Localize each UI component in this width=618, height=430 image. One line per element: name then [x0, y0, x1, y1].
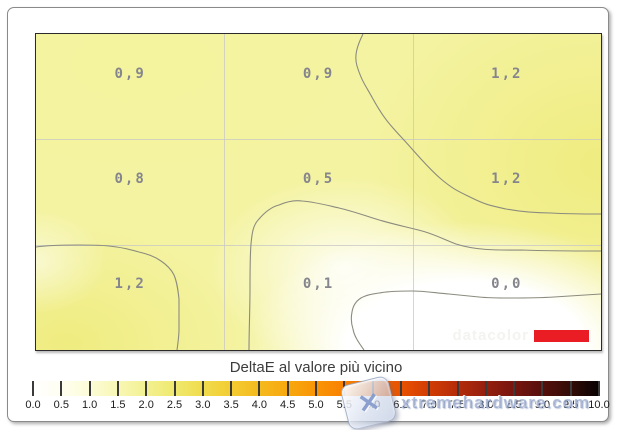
colorbar-tick-label-0.5: 0.5: [53, 399, 69, 411]
colorbar-tick-7.5: [456, 381, 459, 396]
legend-title: DeltaE al valore più vicino: [229, 359, 403, 376]
datacolor-watermark: datacolor: [452, 327, 589, 344]
colorbar-tick-label-5.5: 5.5: [336, 399, 352, 411]
cell-value-r1c3: 1,2: [491, 65, 523, 82]
cell-value-r2c2: 0,5: [302, 171, 335, 187]
colorbar-tick-5.0: [315, 381, 317, 396]
colorbar-tick-6.0: [371, 381, 374, 396]
colorbar-tick-1.0: [88, 381, 91, 396]
colorbar-tick-label-6.5: 6.5: [393, 399, 409, 411]
colorbar-tick-6.5: [399, 381, 402, 396]
cell-value-r1c1: 0,9: [114, 65, 146, 82]
colorbar-tick-8.0: [484, 381, 487, 396]
colorbar-tick-5.5: [343, 381, 346, 396]
colorbar-tick-0.0: [32, 381, 34, 396]
cell-value-r2c3: 1,2: [491, 171, 523, 187]
colorbar-tick-label-9.0: 9.0: [534, 399, 551, 411]
colorbar-tick-label-9.5: 9.5: [563, 399, 579, 411]
contour-plot: 0,9 0,9 1,2 0,8 0,5 1,2 1,2 0,1 0,0 datacolor: [35, 33, 602, 351]
colorbar-tick-label-0.0: 0.0: [25, 399, 41, 411]
colorbar-tick-label-1.5: 1.5: [110, 399, 126, 411]
contour-line-bottom-left: [36, 244, 180, 350]
colorbar-tick-3.5: [230, 381, 233, 396]
colorbar-tick-10.0: [598, 381, 600, 396]
datacolor-wordmark: datacolor: [452, 327, 529, 344]
colorbar-tick-4.5: [286, 381, 289, 396]
colorbar-tick-label-1.0: 1.0: [81, 399, 98, 411]
colorbar-tick-3.0: [201, 381, 204, 396]
colorbar-tick-label-2.5: 2.5: [166, 399, 183, 411]
gridline-vertical-1: [224, 34, 225, 350]
colorbar-tick-label-8.0: 8.0: [478, 399, 494, 411]
contour-line-top-right: [355, 34, 601, 215]
colorbar-tick-label-2.0: 2.0: [138, 399, 154, 411]
colorbar-tick-label-3.5: 3.5: [223, 399, 239, 411]
gridline-horizontal-2: [36, 245, 601, 246]
colorbar-tick-label-3.0: 3.0: [195, 399, 211, 411]
cell-value-r1c2: 0,9: [302, 65, 335, 82]
chart-frame: 0,9 0,9 1,2 0,8 0,5 1,2 1,2 0,1 0,0 datacolor De…: [7, 7, 610, 430]
colorbar-tick-label-6.0: 6.0: [364, 399, 381, 411]
colorbar-tick-label-7.5: 7.5: [449, 399, 466, 411]
colorbar-tick-8.5: [513, 381, 516, 396]
colorbar-tick-9.5: [569, 381, 572, 396]
colorbar-tick-label-4.0: 4.0: [251, 399, 268, 411]
cell-value-r2c1: 0,8: [114, 171, 146, 187]
colorbar-tick-4.0: [258, 381, 261, 396]
colorbar-tick-label-7.0: 7.0: [421, 399, 437, 411]
colorbar-tick-label-5.0: 5.0: [308, 399, 324, 411]
colorbar-tick-2.0: [145, 381, 148, 396]
colorbar: [32, 381, 600, 396]
colorbar-tick-label-8.5: 8.5: [506, 399, 522, 411]
gridline-horizontal-1: [36, 139, 601, 140]
colorbar-tick-label-4.5: 4.5: [280, 399, 296, 411]
colorbar-tick-7.0: [428, 381, 431, 396]
cell-value-r3c1: 1,2: [114, 276, 146, 293]
colorbar-tick-labels: 0.0 0.5 1.0 1.5 2.0 2.5 3.0 3.5 4.0 4.5 5.0 5.5 6.0 6…: [25, 399, 609, 412]
colorbar-tick-2.5: [173, 381, 176, 396]
colorbar-tick-0.5: [60, 381, 63, 396]
colorbar-legend: DeltaE al valore più vicino 0.0 0.5 1.0 1.5…: [25, 359, 609, 412]
gridline-vertical-2: [413, 34, 414, 350]
cell-value-r3c2: 0,1: [302, 276, 335, 293]
cell-value-r3c3: 0,0: [491, 276, 523, 293]
colorbar-tick-9.0: [541, 381, 544, 396]
colorbar-tick-label-10.0: 10.0: [588, 399, 610, 411]
colorbar-tick-1.5: [116, 381, 119, 396]
datacolor-red-bar-logo: [534, 329, 589, 342]
